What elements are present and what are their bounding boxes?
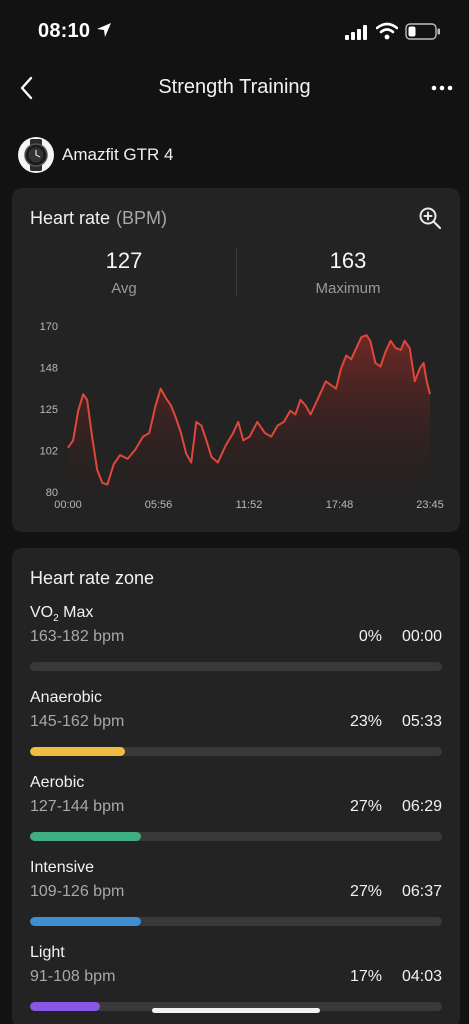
zone-progress-track xyxy=(30,832,442,841)
zone-progress-fill xyxy=(30,917,142,926)
zone-name: Aerobic xyxy=(30,774,85,791)
heart-rate-unit: (BPM) xyxy=(116,208,168,228)
back-chevron-icon[interactable] xyxy=(16,74,40,102)
home-indicator[interactable] xyxy=(152,1008,320,1013)
zone-progress-fill xyxy=(30,747,125,756)
zone-percent: 27% xyxy=(349,798,382,815)
zone-range: 145-162 bpm xyxy=(30,713,125,730)
x-tick-label: 23:45 xyxy=(416,499,444,511)
heart-rate-chart: 170 148 125 102 80 00:00 05:56 11:52 17:48 23:45 xyxy=(40,321,444,511)
zone-range: 91-108 bpm xyxy=(30,968,116,985)
zone-intensive: Intensive 109-126 bpm 27% 06:37 xyxy=(30,859,442,939)
smartwatch-icon xyxy=(24,139,48,171)
max-stat: 163 Maximum xyxy=(236,248,460,297)
watch-avatar xyxy=(18,137,54,173)
zone-percent: 0% xyxy=(358,628,382,645)
cellular-signal-icon xyxy=(345,25,367,40)
zone-progress-track xyxy=(30,917,442,926)
zone-name: Light xyxy=(30,944,65,961)
page-title: Strength Training xyxy=(158,76,311,98)
zone-vo2max: VO2 Max 163-182 bpm 0% 00:00 xyxy=(30,604,442,684)
heart-rate-line xyxy=(67,334,431,486)
zone-range: 109-126 bpm xyxy=(30,883,125,900)
x-tick-label: 17:48 xyxy=(326,499,354,511)
heart-rate-area xyxy=(68,335,430,492)
max-value: 163 xyxy=(329,248,367,273)
heart-rate-zone-card: Heart rate zone VO2 Max 163-182 bpm 0% 0… xyxy=(12,548,460,1024)
zone-range: 127-144 bpm xyxy=(30,798,125,815)
zone-card-title: Heart rate zone xyxy=(30,568,155,588)
avg-label: Avg xyxy=(111,280,137,297)
zone-aerobic: Aerobic 127-144 bpm 27% 06:29 xyxy=(30,774,442,854)
zone-progress-track xyxy=(30,1002,442,1011)
y-tick-label: 125 xyxy=(40,404,58,416)
heart-rate-card: Heart rate (BPM) 127 Avg 163 Maximum 170 1… xyxy=(12,188,460,532)
zone-anaerobic: Anaerobic 145-162 bpm 23% 05:33 xyxy=(30,689,442,769)
heart-rate-title-text: Heart rate xyxy=(30,208,111,228)
navigation-bar: Strength Training xyxy=(0,64,469,112)
y-tick-label: 148 xyxy=(40,363,58,375)
zone-duration: 06:29 xyxy=(401,798,442,815)
avg-stat: 127 Avg xyxy=(12,248,236,297)
zone-name: Intensive xyxy=(30,859,95,876)
y-tick-label: 80 xyxy=(46,487,58,499)
battery-icon xyxy=(405,23,440,40)
zone-duration: 05:33 xyxy=(401,713,442,730)
zone-progress-fill xyxy=(30,832,142,841)
zone-progress-track xyxy=(30,662,442,671)
x-tick-label: 11:52 xyxy=(236,499,263,511)
zone-progress-fill xyxy=(30,1002,101,1011)
device-name: Amazfit GTR 4 xyxy=(62,145,174,164)
zone-name-rest: Max xyxy=(58,604,94,621)
heart-rate-title: Heart rate (BPM) xyxy=(30,208,167,229)
wifi-icon xyxy=(376,22,398,40)
zone-name: VO2 Max xyxy=(30,604,93,624)
x-tick-label: 00:00 xyxy=(54,499,82,511)
avg-value: 127 xyxy=(105,248,143,273)
zone-percent: 23% xyxy=(349,713,382,730)
zone-name: Anaerobic xyxy=(30,689,103,706)
status-time: 08:10 xyxy=(38,20,91,42)
y-tick-label: 170 xyxy=(40,321,58,333)
zoom-in-icon[interactable] xyxy=(418,206,442,230)
zone-percent: 17% xyxy=(349,968,382,985)
x-tick-label: 05:56 xyxy=(145,499,173,511)
max-label: Maximum xyxy=(315,280,381,297)
zone-range: 163-182 bpm xyxy=(30,628,125,645)
stat-divider xyxy=(236,248,237,296)
zone-name-main: VO xyxy=(30,604,54,621)
zone-name-subscript: 2 xyxy=(53,613,59,625)
zone-percent: 27% xyxy=(349,883,382,900)
zone-duration: 04:03 xyxy=(401,968,442,985)
zone-duration: 00:00 xyxy=(401,628,442,645)
more-options-icon[interactable] xyxy=(428,76,456,100)
status-bar: 08:10 xyxy=(0,0,469,60)
zone-light: Light 91-108 bpm 17% 04:03 xyxy=(30,944,442,1024)
zone-progress-track xyxy=(30,747,442,756)
location-arrow-icon xyxy=(97,23,111,37)
zone-duration: 06:37 xyxy=(401,883,442,900)
device-row[interactable]: Amazfit GTR 4 xyxy=(18,136,173,174)
y-tick-label: 102 xyxy=(40,446,58,458)
